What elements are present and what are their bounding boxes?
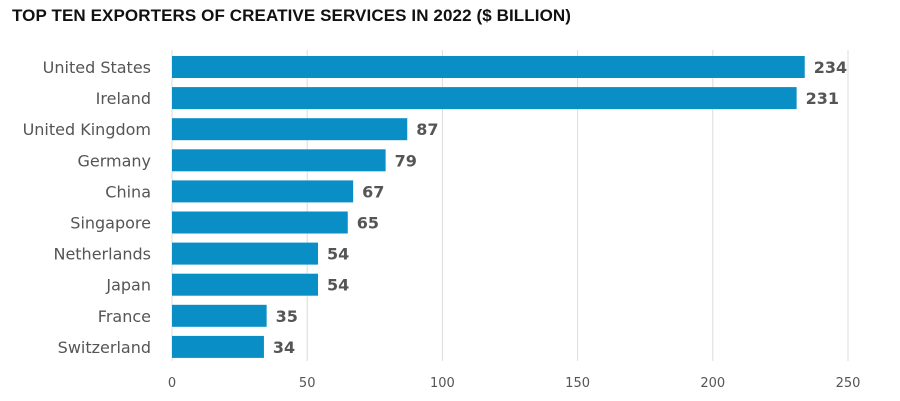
value-label: 35 (276, 307, 298, 326)
value-label: 34 (273, 338, 295, 357)
bar (172, 335, 264, 358)
x-tick-label: 50 (299, 376, 316, 391)
category-labels: United States Ireland United Kingdom German… (23, 58, 151, 357)
chart-title: TOP TEN EXPORTERS OF CREATIVE SERVICES I… (12, 6, 572, 25)
value-label: 54 (327, 276, 349, 295)
bar (172, 149, 386, 172)
category-label: Netherlands (53, 245, 151, 264)
category-label: Ireland (96, 89, 151, 108)
category-label: Switzerland (58, 338, 151, 357)
value-label: 54 (327, 245, 349, 264)
category-label: Singapore (70, 214, 151, 233)
x-tick-label: 200 (700, 376, 725, 391)
bar (172, 242, 319, 265)
bars (172, 56, 805, 358)
x-tick-label: 150 (565, 376, 590, 391)
bar (172, 56, 805, 78)
category-label: China (105, 182, 151, 201)
category-label: United Kingdom (23, 120, 151, 139)
bar (172, 180, 354, 203)
category-label: United States (43, 58, 151, 77)
x-tick-label: 250 (836, 376, 861, 391)
bar (172, 87, 797, 110)
category-label: France (98, 307, 151, 326)
x-tick-label: 100 (430, 376, 455, 391)
bar (172, 304, 267, 327)
value-label: 65 (357, 214, 379, 233)
category-label: Germany (77, 151, 151, 170)
value-labels: 234 231 87 79 67 65 54 54 35 34 (273, 58, 847, 357)
bar (172, 118, 408, 141)
bar (172, 273, 319, 296)
bar (172, 211, 348, 234)
x-tick-label: 0 (168, 376, 176, 391)
value-label: 67 (362, 182, 384, 201)
category-label: Japan (105, 276, 151, 295)
value-label: 79 (395, 151, 417, 170)
x-axis-ticks: 0 50 100 150 200 250 (168, 376, 861, 391)
value-label: 87 (416, 120, 438, 139)
value-label: 234 (814, 58, 847, 77)
value-label: 231 (806, 89, 839, 108)
